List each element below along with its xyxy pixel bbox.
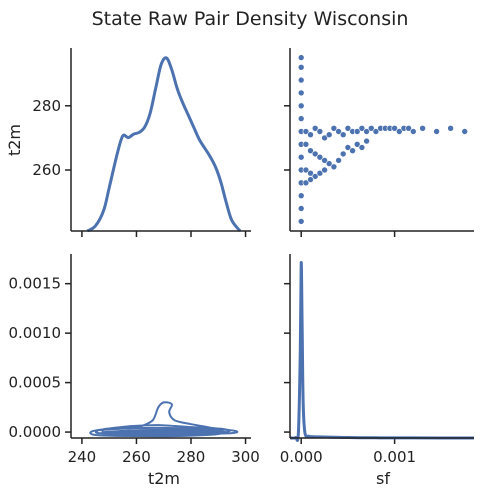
scatter-point — [447, 125, 454, 132]
y-tick-label: 0.0005 — [9, 374, 62, 392]
scatter-point — [461, 128, 469, 135]
scatter-point — [335, 157, 342, 164]
scatter-point — [419, 125, 426, 132]
chart-title: State Raw Pair Density Wisconsin — [92, 8, 409, 30]
contour-line — [94, 426, 239, 436]
scatter-point — [344, 125, 352, 132]
panel-t2m-vs-t2m-y-ticks: 260 280 — [32, 97, 71, 179]
scatter-point — [433, 128, 440, 135]
scatter-point — [302, 128, 310, 135]
scatter-point — [330, 163, 338, 171]
x-tick-label: 280 — [177, 448, 206, 466]
scatter-point — [330, 125, 338, 132]
y-tick-label: 0.0010 — [9, 324, 62, 342]
scatter-point — [358, 125, 366, 132]
sf-kde-line — [289, 261, 475, 442]
scatter-point — [297, 76, 305, 84]
scatter-point — [325, 131, 333, 138]
panel-sf-vs-sf: 0.000 0.001 sf — [280, 261, 475, 488]
panel-sf-vs-t2m: 0.0000 0.0005 0.0010 0.0015 240 260 280 300 t2… — [9, 275, 260, 488]
scatter-point — [367, 125, 375, 132]
y-tick-label: 0.0015 — [9, 275, 62, 293]
scatter-point — [316, 169, 324, 177]
scatter-point — [316, 153, 324, 161]
x-tick-label: 240 — [68, 448, 97, 466]
scatter-point — [297, 54, 305, 61]
x-tick-label: 0.000 — [280, 448, 323, 466]
scatter-point — [321, 166, 328, 174]
scatter-point — [405, 125, 412, 132]
scatter-point — [311, 150, 319, 158]
scatter-point — [307, 169, 314, 177]
scatter-point — [409, 128, 417, 135]
scatter-point — [363, 137, 370, 145]
x-tick-label: 260 — [122, 448, 151, 466]
y-axis-label-t2m: t2m — [5, 124, 24, 156]
scatter-point — [344, 144, 352, 151]
t2m-kde-line — [86, 56, 242, 233]
scatter-point — [363, 128, 370, 135]
scatter-point — [307, 176, 314, 183]
panel-t2m-vs-sf — [297, 54, 469, 225]
axis-spines — [70, 48, 474, 439]
panel-t2m-vs-t2m: t2m 260 280 — [5, 56, 242, 233]
y-tick-label: 280 — [32, 97, 61, 115]
scatter-point — [358, 144, 366, 151]
scatter-point — [311, 173, 319, 180]
scatter-point — [307, 131, 314, 138]
scatter-point — [302, 166, 310, 174]
scatter-point — [335, 128, 342, 135]
scatter-point — [297, 218, 305, 225]
scatter-point — [302, 141, 310, 148]
scatter-point — [297, 89, 305, 97]
contour-line — [130, 430, 203, 434]
scatter-point — [297, 205, 305, 212]
kde-contours — [89, 401, 239, 438]
scatter-point — [311, 125, 319, 132]
panel-sf-vs-sf-x-ticks: 0.000 0.001 — [280, 438, 416, 466]
scatter-point — [395, 128, 403, 135]
scatter-point — [391, 125, 398, 132]
scatter-point — [325, 160, 333, 167]
scatter-point — [353, 141, 361, 148]
scatter-point — [339, 131, 347, 138]
scatter-point — [349, 147, 356, 154]
x-axis-label-sf: sf — [376, 469, 390, 488]
y-tick-label: 0.0000 — [9, 423, 62, 441]
x-tick-label: 0.001 — [373, 448, 416, 466]
scatter-points — [297, 54, 469, 225]
scatter-point — [321, 157, 328, 164]
y-tick-label: 260 — [32, 161, 61, 179]
scatter-point — [302, 179, 310, 187]
scatter-point — [372, 128, 380, 135]
scatter-point — [321, 134, 328, 142]
scatter-point — [297, 64, 305, 71]
scatter-point — [297, 115, 305, 122]
scatter-point — [297, 153, 305, 161]
x-tick-label: 300 — [231, 448, 260, 466]
x-axis-label-t2m: t2m — [148, 469, 180, 488]
scatter-point — [316, 128, 324, 135]
panel-sf-vs-t2m-x-ticks: 240 260 280 300 — [68, 438, 260, 466]
scatter-point — [297, 192, 305, 199]
scatter-point — [353, 128, 361, 135]
scatter-point — [297, 102, 305, 110]
scatter-point — [307, 147, 314, 154]
scatter-point — [339, 150, 347, 158]
panel-sf-vs-t2m-y-ticks: 0.0000 0.0005 0.0010 0.0015 — [9, 275, 71, 441]
